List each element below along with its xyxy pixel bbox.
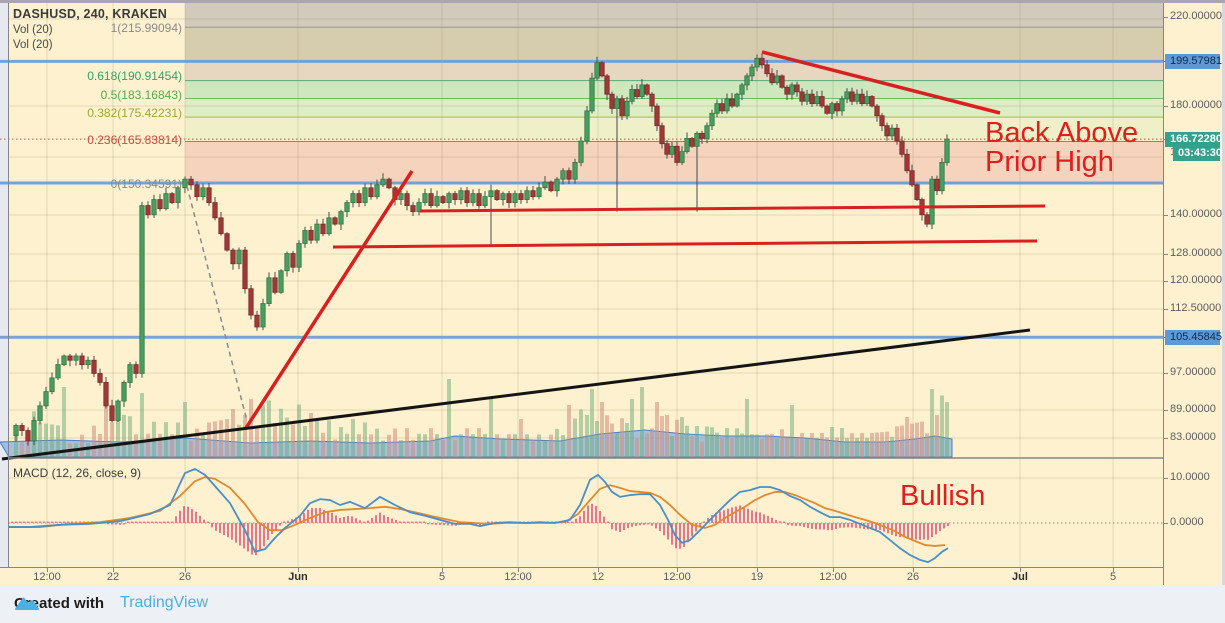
price-axis-label-120.00000: 120.00000	[1170, 274, 1222, 286]
annotation-bullish-text: Bullish	[900, 480, 986, 512]
annotation-line-2: Prior High	[985, 146, 1114, 178]
time-axis-label-19: 19	[750, 571, 764, 583]
price-axis-label-220.00000: 220.00000	[1170, 10, 1222, 22]
macd-signal-line	[8, 476, 946, 547]
price-axis-tick	[1164, 373, 1168, 374]
price-axis-label-199.57981: 199.57981	[1165, 53, 1222, 69]
time-axis-tick	[598, 568, 599, 572]
price-axis-label-166.72280: 166.72280	[1165, 131, 1222, 147]
time-axis-label-12:00: 12:00	[663, 571, 691, 583]
macd-indicator-label: MACD (12, 26, close, 9)	[13, 466, 142, 480]
time-axis-label-26: 26	[906, 571, 920, 583]
macd-layer	[8, 468, 1163, 564]
time-axis-tick	[677, 568, 678, 572]
price-axis-tick	[1164, 215, 1168, 216]
time-axis-tick	[47, 568, 48, 572]
volume-indicator-label-2: Vol (20)	[13, 39, 53, 51]
price-axis-tick	[1164, 410, 1168, 411]
time-axis-tick	[913, 568, 914, 572]
price-axis-label-105.45845: 105.45845	[1165, 329, 1222, 345]
time-axis-label-Jun: Jun	[288, 571, 308, 583]
resistance-line-lower[interactable]	[332, 239, 1038, 249]
fib-bands	[185, 3, 1163, 184]
window-right-edge	[1221, 3, 1225, 585]
time-axis-label-12:00: 12:00	[504, 571, 532, 583]
annotation-line-1: Back Above	[985, 117, 1139, 149]
fib-label-0.236: 0.236(165.83814)	[87, 133, 182, 147]
price-axis-label-97.00000: 97.00000	[1170, 366, 1216, 378]
annotation-bullish: Bullish	[900, 482, 985, 511]
window-top-edge	[0, 0, 1225, 3]
gridlines	[9, 3, 1163, 567]
price-axis-tick	[1164, 523, 1168, 524]
fib-anchor-dashed[interactable]	[186, 185, 248, 422]
time-axis-label-12:00: 12:00	[819, 571, 847, 583]
time-axis-label-12: 12	[591, 571, 605, 583]
price-axis-label-180.00000: 180.00000	[1170, 99, 1222, 111]
time-axis-label-Jul: Jul	[1012, 571, 1028, 583]
macd-axis-label-10.0000: 10.0000	[1170, 471, 1210, 483]
price-axis-tick	[1164, 17, 1168, 18]
price-axis-label-128.00000: 128.00000	[1170, 247, 1222, 259]
time-axis-tick	[757, 568, 758, 572]
price-axis-label-83.00000: 83.00000	[1170, 431, 1216, 443]
long-term-support[interactable]	[1, 328, 1031, 461]
fib-label-1: 1(215.99094)	[110, 21, 182, 35]
time-axis-label-5: 5	[1109, 571, 1117, 583]
window-left-edge	[0, 3, 8, 585]
macd-main-line	[8, 468, 949, 564]
macd-histogram	[11, 503, 949, 556]
trend-lines[interactable]	[1, 50, 1046, 461]
price-axis-tick	[1164, 309, 1168, 310]
symbol-title: DASHUSD, 240, KRAKEN	[13, 7, 168, 21]
macd-axis-label-0.0000: 0.0000	[1170, 516, 1204, 528]
fib-label-0.5: 0.5(183.16843)	[100, 88, 182, 102]
time-axis-label-5: 5	[438, 571, 446, 583]
annotation-back-above-prior-high: Back Above Prior High	[985, 119, 1138, 177]
rally-line[interactable]	[244, 170, 414, 429]
price-axis-tick	[1164, 438, 1168, 439]
time-axis-label-26: 26	[178, 571, 192, 583]
time-axis-tick	[1113, 568, 1114, 572]
price-axis-tick	[1164, 254, 1168, 255]
price-axis-label-112.50000: 112.50000	[1170, 302, 1222, 314]
fib-label-0: 0(150.34591)	[110, 177, 182, 191]
time-axis-tick	[113, 568, 114, 572]
time-axis-tick	[442, 568, 443, 572]
chart-legend: DASHUSD, 240, KRAKEN Vol (20) Vol (20)	[13, 7, 167, 51]
time-axis-tick	[833, 568, 834, 572]
lower-highs-line[interactable]	[761, 50, 1001, 115]
main-chart-canvas[interactable]	[0, 0, 1163, 567]
pane-left-border	[8, 3, 9, 585]
time-axis-tick	[518, 568, 519, 572]
price-axis-tick	[1164, 478, 1168, 479]
time-axis-label-12:00: 12:00	[33, 571, 61, 583]
time-axis[interactable]: 12:00 22 26 Jun 5 12:00 12 12:00 19 12:00 26 Jul 5	[0, 567, 1163, 586]
time-axis-tick	[1020, 568, 1021, 572]
resistance-line-upper[interactable]	[419, 204, 1046, 213]
fib-label-0.382: 0.382(175.42231)	[87, 106, 182, 120]
time-axis-tick	[298, 568, 299, 572]
price-axis-tick	[1164, 281, 1168, 282]
footer-bar: Created with TradingView	[0, 585, 1225, 623]
time-axis-tick	[185, 568, 186, 572]
price-axis-tick	[1164, 106, 1168, 107]
tradingview-link[interactable]: TradingView	[120, 594, 209, 611]
price-axis-label-140.00000: 140.00000	[1170, 208, 1222, 220]
volume-indicator-label-1: Vol (20)	[13, 24, 53, 36]
time-axis-label-22: 22	[106, 571, 120, 583]
bar-countdown-timer: 03:43:30	[1173, 145, 1222, 161]
price-axis[interactable]: 220.00000 199.57981 180.00000 166.72280 140.…	[1163, 3, 1222, 585]
price-axis-label-89.00000: 89.00000	[1170, 403, 1216, 415]
fib-label-0.618: 0.618(190.91454)	[87, 69, 182, 83]
